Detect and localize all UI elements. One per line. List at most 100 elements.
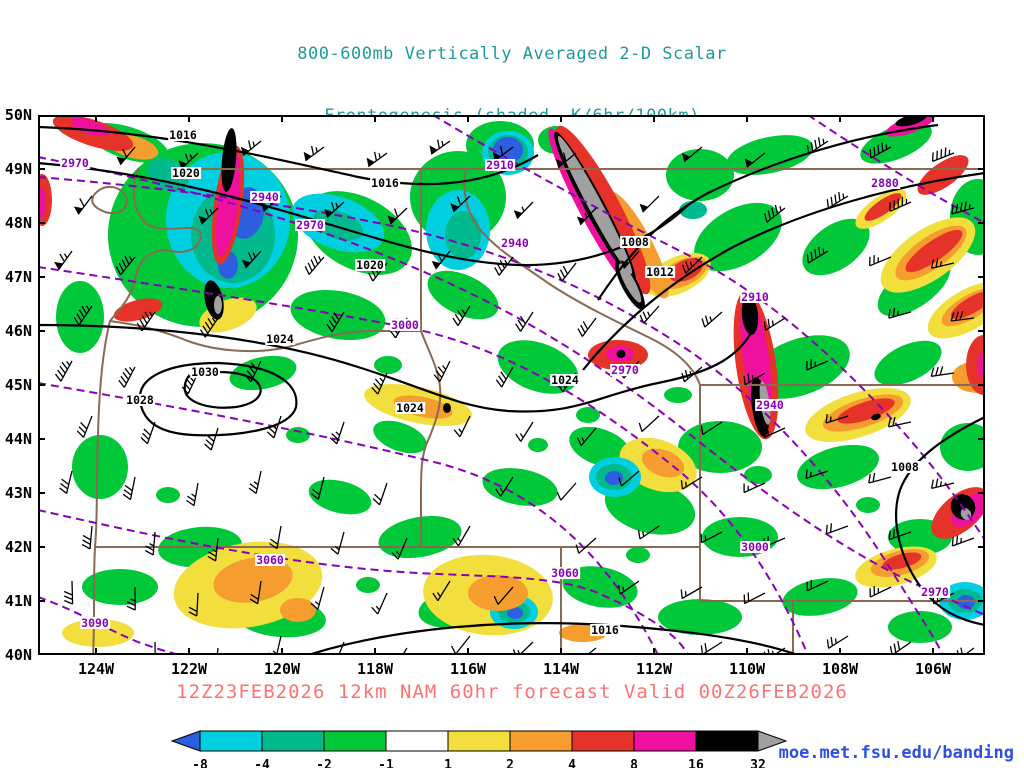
shading-blob [664, 387, 692, 403]
colorbar-label: -4 [254, 758, 270, 768]
lat-tick-label: 43N [4, 484, 32, 502]
shading-blob [741, 295, 759, 335]
shading-blob [626, 547, 650, 563]
shading-blob [856, 497, 880, 513]
shading-blob [82, 569, 158, 605]
colorbar-segment [633, 730, 697, 752]
mslp-contour-label: 1020 [355, 258, 385, 272]
colorbar-segment [385, 730, 449, 752]
height-contour-label: 2910 [740, 290, 770, 304]
shading-blob [616, 350, 626, 358]
shading-blob [427, 270, 499, 320]
colorbar-segment [323, 730, 387, 752]
id-west-border [420, 168, 442, 548]
shading-blob [156, 487, 180, 503]
shading-blob [576, 407, 600, 423]
mslp-contour-label: 1012 [645, 265, 675, 279]
height-contour-label: 3000 [390, 318, 420, 332]
lat-tick-label: 46N [4, 322, 32, 340]
lon-tick-label: 124W [77, 660, 115, 678]
mslp-contour-label: 1024 [550, 373, 580, 387]
shading-blob [562, 566, 638, 608]
lon-tick-label: 106W [914, 660, 952, 678]
height-contour-label: 3090 [80, 616, 110, 630]
shading-blob [62, 619, 134, 647]
lat-tick-label: 44N [4, 430, 32, 448]
lon-axis: 124W 122W 120W 118W 116W 114W 112W 110W 108W 106W [0, 660, 1024, 680]
shading-blob [215, 153, 241, 257]
title-line-1: 800-600mb Vertically Averaged 2-D Scalar [297, 44, 727, 64]
state-borders-layer [91, 168, 984, 654]
lat-tick-label: 47N [4, 268, 32, 286]
shading-blob [605, 471, 623, 485]
shading-blob [864, 193, 902, 221]
mslp-contour-1024 [39, 323, 754, 413]
height-contour-label: 2880 [870, 176, 900, 190]
height-contour-2880 [807, 116, 984, 224]
contour-label-layer: 1016 1020 1016 1020 1008 1012 1024 1030 1028 1024… [38, 115, 985, 655]
mslp-contour-1008-n [597, 123, 939, 301]
mslp-contour-label: 1028 [125, 393, 155, 407]
colorbar-label: 4 [568, 758, 576, 768]
shading-blob [694, 202, 782, 272]
mslp-contour-1030 [183, 370, 262, 409]
shading-blob [837, 398, 895, 424]
lat-tick-label: 42N [4, 538, 32, 556]
height-contour-label: 2970 [610, 363, 640, 377]
lon-tick-label: 108W [821, 660, 859, 678]
colorbar-segment [695, 730, 759, 752]
shading-blob [445, 211, 481, 259]
colorbar-label: 2 [506, 758, 514, 768]
mslp-contour-label: 1024 [265, 332, 295, 346]
shading-blob [308, 479, 372, 515]
island-outline [91, 186, 128, 215]
height-contour-label: 2970 [920, 585, 950, 599]
shading-blob [871, 413, 881, 421]
height-contour-label: 2940 [755, 398, 785, 412]
colorbar-label: 8 [630, 758, 638, 768]
height-contour-label: 2970 [295, 218, 325, 232]
mslp-contour-label: 1016 [168, 128, 198, 142]
shading-blob [280, 598, 316, 622]
colorbar-label: -1 [378, 758, 394, 768]
height-contour-label: 3000 [740, 540, 770, 554]
colorbar-label: 1 [444, 758, 452, 768]
lat-tick-label: 40N [4, 646, 32, 664]
lat-tick-label: 50N [4, 106, 32, 124]
shading-blob [905, 229, 963, 273]
shading-blob [966, 335, 984, 395]
colorbar-segment [571, 730, 635, 752]
shading-blob [950, 291, 984, 319]
colorbar: -8 -4 -2 -1 1 2 4 8 16 32 [170, 729, 810, 768]
colorbar-left-arrow [170, 730, 201, 752]
lon-tick-label: 120W [263, 660, 301, 678]
lon-tick-label: 110W [728, 660, 766, 678]
mslp-contour-1020-nw [39, 161, 689, 267]
map-frame [38, 115, 985, 655]
pacific-coast [92, 168, 202, 654]
colorbar-label: -2 [316, 758, 332, 768]
lon-tick-label: 122W [170, 660, 208, 678]
mslp-contour-label: 1030 [190, 365, 220, 379]
shading-blob [443, 403, 451, 413]
colorbar-segment [261, 730, 325, 752]
lat-tick-label: 48N [4, 214, 32, 232]
lat-tick-label: 45N [4, 376, 32, 394]
lon-tick-label: 116W [449, 660, 487, 678]
height-contour-3060 [39, 509, 689, 654]
mslp-contour-1008-e [895, 416, 984, 626]
mslp-contour-1028 [138, 361, 298, 437]
shading-blob [373, 420, 427, 454]
shading-blob [797, 444, 879, 490]
source-url-link[interactable]: moe.met.fsu.edu/banding [778, 743, 1014, 763]
colorbar-segment [447, 730, 511, 752]
shading-blob [557, 136, 633, 274]
height-contour-label: 3060 [255, 553, 285, 567]
mslp-contour-label: 1016 [370, 176, 400, 190]
colorbar-label: 32 [750, 758, 766, 768]
mslp-contour-label: 1008 [890, 460, 920, 474]
shading-blob [874, 340, 942, 386]
mslp-contour-1016-nw [39, 125, 539, 186]
map-art [38, 114, 985, 656]
